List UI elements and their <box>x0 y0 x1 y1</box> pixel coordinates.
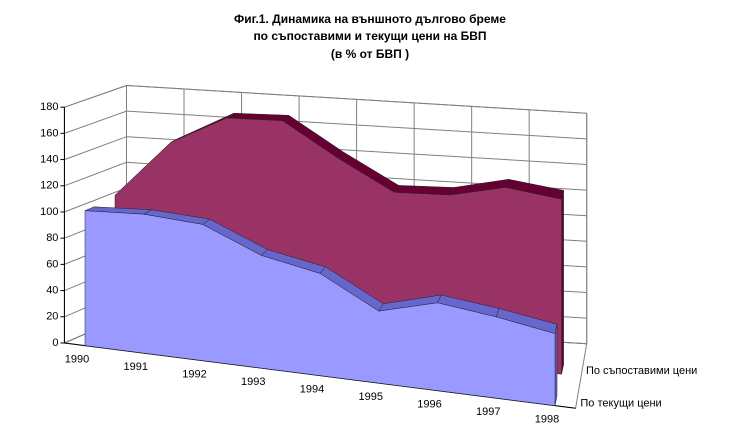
chart-subtitle: по съпоставими и текущи цени на БВП <box>253 29 486 43</box>
x-tick-label: 1994 <box>300 384 324 396</box>
grid-line <box>64 110 587 140</box>
y-tick-label: 80 <box>46 232 58 244</box>
y-tick-label: 40 <box>46 284 58 296</box>
x-tick-label: 1998 <box>535 414 559 426</box>
x-tick-label: 1990 <box>65 354 89 366</box>
x-tick-label: 1996 <box>417 399 441 411</box>
y-tick-label: 0 <box>52 337 58 349</box>
series-label: По текущи цени <box>580 397 661 409</box>
area <box>84 210 556 406</box>
chart-title: Фиг.1. Динамика на външното дългово брем… <box>234 12 506 26</box>
y-tick-label: 160 <box>40 127 58 139</box>
y-tick-label: 100 <box>40 206 58 218</box>
x-tick-label: 1995 <box>359 391 383 403</box>
area-end <box>554 324 558 406</box>
series-label: По съпоставими цени <box>586 365 697 377</box>
x-tick-label: 1992 <box>182 369 206 381</box>
x-tick-label: 1993 <box>241 376 265 388</box>
chart-note: (в % от БВП ) <box>331 47 409 61</box>
grid-line <box>64 136 587 165</box>
x-tick-label: 1991 <box>124 361 148 373</box>
area-end <box>561 190 564 375</box>
x-tick-label: 1997 <box>476 406 500 418</box>
grid-line <box>64 84 587 114</box>
y-tick-label: 180 <box>40 101 58 113</box>
y-tick-label: 20 <box>46 311 58 323</box>
y-tick-label: 140 <box>40 153 58 165</box>
y-tick-label: 60 <box>46 258 58 270</box>
grid-line <box>64 161 587 191</box>
y-tick-label: 120 <box>40 180 58 192</box>
